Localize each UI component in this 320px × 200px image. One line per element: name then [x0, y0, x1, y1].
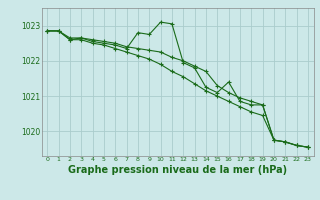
X-axis label: Graphe pression niveau de la mer (hPa): Graphe pression niveau de la mer (hPa) [68, 165, 287, 175]
